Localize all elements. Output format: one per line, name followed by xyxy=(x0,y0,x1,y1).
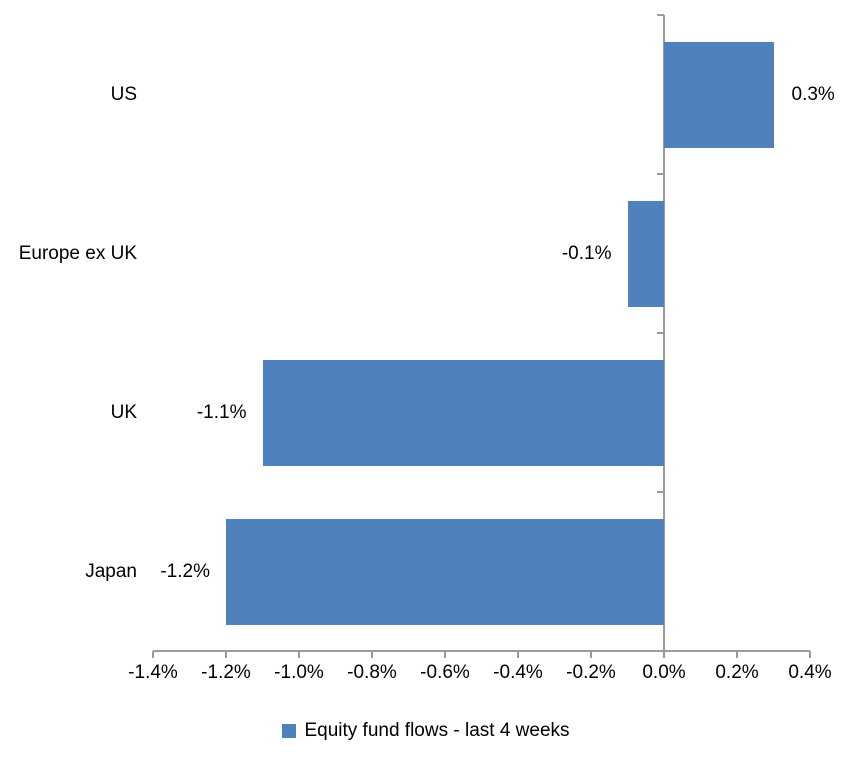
category-axis-tick xyxy=(657,491,664,493)
x-tick-label: -1.4% xyxy=(128,662,178,683)
legend: Equity fund flows - last 4 weeks xyxy=(0,720,852,742)
x-tick-label: 0.2% xyxy=(715,662,759,683)
category-label: US xyxy=(110,83,137,105)
category-axis-tick xyxy=(657,14,664,16)
bar-value-label: 0.3% xyxy=(791,83,835,105)
legend-swatch-icon xyxy=(282,724,297,738)
x-axis-tick xyxy=(736,651,738,658)
x-tick-label: -0.2% xyxy=(566,662,616,683)
bar-value-label: -0.1% xyxy=(561,242,612,264)
x-tick-label: -0.4% xyxy=(493,662,543,683)
bar xyxy=(664,41,774,148)
x-axis-tick xyxy=(298,651,300,658)
x-axis-tick xyxy=(225,651,227,658)
x-axis-tick xyxy=(152,651,154,658)
bar xyxy=(226,518,664,625)
x-tick-label: -0.8% xyxy=(347,662,397,683)
category-label: Japan xyxy=(85,560,137,582)
bar xyxy=(262,359,664,466)
x-axis-tick xyxy=(809,651,811,658)
category-axis-tick xyxy=(657,332,664,334)
bar-value-label: -1.2% xyxy=(160,560,210,582)
category-label: UK xyxy=(110,401,137,423)
x-axis-tick xyxy=(371,651,373,658)
bar-value-label: -1.1% xyxy=(196,401,247,423)
x-tick-label: 0.0% xyxy=(642,662,686,683)
bar xyxy=(627,200,664,307)
x-axis-tick xyxy=(590,651,592,658)
legend-label: Equity fund flows - last 4 weeks xyxy=(304,720,570,741)
x-axis-line xyxy=(153,650,810,652)
x-tick-label: 0.4% xyxy=(788,662,832,683)
x-tick-label: -0.6% xyxy=(420,662,470,683)
x-axis-tick xyxy=(444,651,446,658)
category-label: Europe ex UK xyxy=(18,242,137,264)
x-axis-tick xyxy=(663,651,665,658)
x-axis-tick xyxy=(517,651,519,658)
category-axis-tick xyxy=(657,650,664,652)
x-tick-label: -1.0% xyxy=(274,662,324,683)
x-tick-label: -1.2% xyxy=(201,662,251,683)
category-axis-tick xyxy=(657,173,664,175)
category-axis-line xyxy=(663,15,665,651)
